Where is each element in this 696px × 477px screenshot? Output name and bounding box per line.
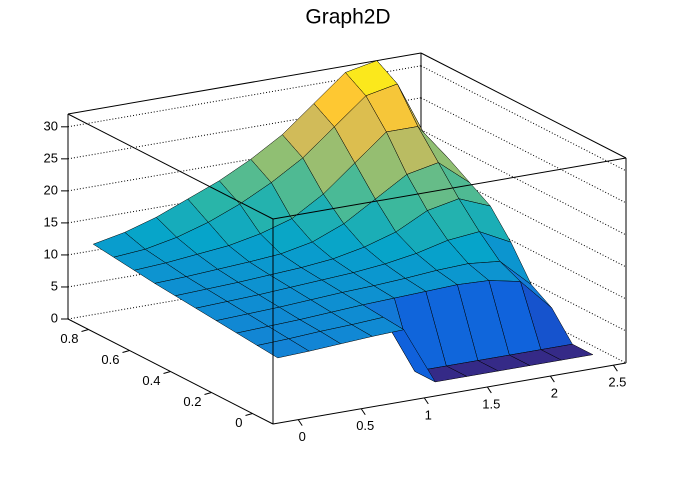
chart-title: Graph2D <box>305 6 390 29</box>
x-tick-label: 2.5 <box>608 375 626 390</box>
z-tick-label: 20 <box>44 182 58 197</box>
x-tick <box>486 386 492 394</box>
box-edge <box>67 113 274 220</box>
y-tick-label: 0.2 <box>183 394 201 409</box>
z-tick-label: 30 <box>44 118 58 133</box>
box-edge <box>420 52 627 159</box>
surface-cell <box>256 338 310 359</box>
x-tick <box>549 375 555 383</box>
x-tick-label: 0.5 <box>356 418 374 433</box>
z-tick-label: 15 <box>44 214 58 229</box>
x-tick <box>360 408 366 416</box>
y-tick-label: 0.4 <box>142 373 160 388</box>
y-tick-label: 0.8 <box>60 331 78 346</box>
y-tick-label: 0.6 <box>101 352 119 367</box>
z-tick-label: 0 <box>51 310 58 325</box>
x-tick-label: 0 <box>299 429 306 444</box>
y-tick <box>204 392 212 395</box>
x-tick <box>297 419 303 426</box>
z-tick-label: 5 <box>51 278 58 293</box>
box-edge <box>272 157 627 220</box>
y-tick-label: 0 <box>235 415 242 430</box>
x-tick-label: 1 <box>425 407 432 422</box>
x-tick <box>423 397 429 405</box>
z-tick-label: 25 <box>44 150 58 165</box>
y-tick <box>245 413 253 416</box>
x-tick-label: 1.5 <box>482 396 500 411</box>
y-tick <box>122 350 130 353</box>
x-tick <box>612 364 618 372</box>
y-tick <box>163 371 171 374</box>
grid-line <box>420 65 627 172</box>
x-axis <box>272 362 627 425</box>
y-tick <box>81 329 89 332</box>
x-tick-label: 2 <box>551 386 558 401</box>
z-tick-label: 10 <box>44 246 58 261</box>
box-edge <box>67 52 422 115</box>
